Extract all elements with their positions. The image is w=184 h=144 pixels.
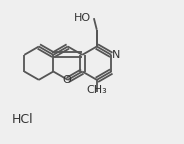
Text: CH₃: CH₃ bbox=[86, 85, 107, 95]
Text: N: N bbox=[112, 50, 121, 60]
Text: HO: HO bbox=[74, 13, 91, 23]
Text: HCl: HCl bbox=[12, 113, 34, 126]
Text: O: O bbox=[62, 75, 71, 85]
